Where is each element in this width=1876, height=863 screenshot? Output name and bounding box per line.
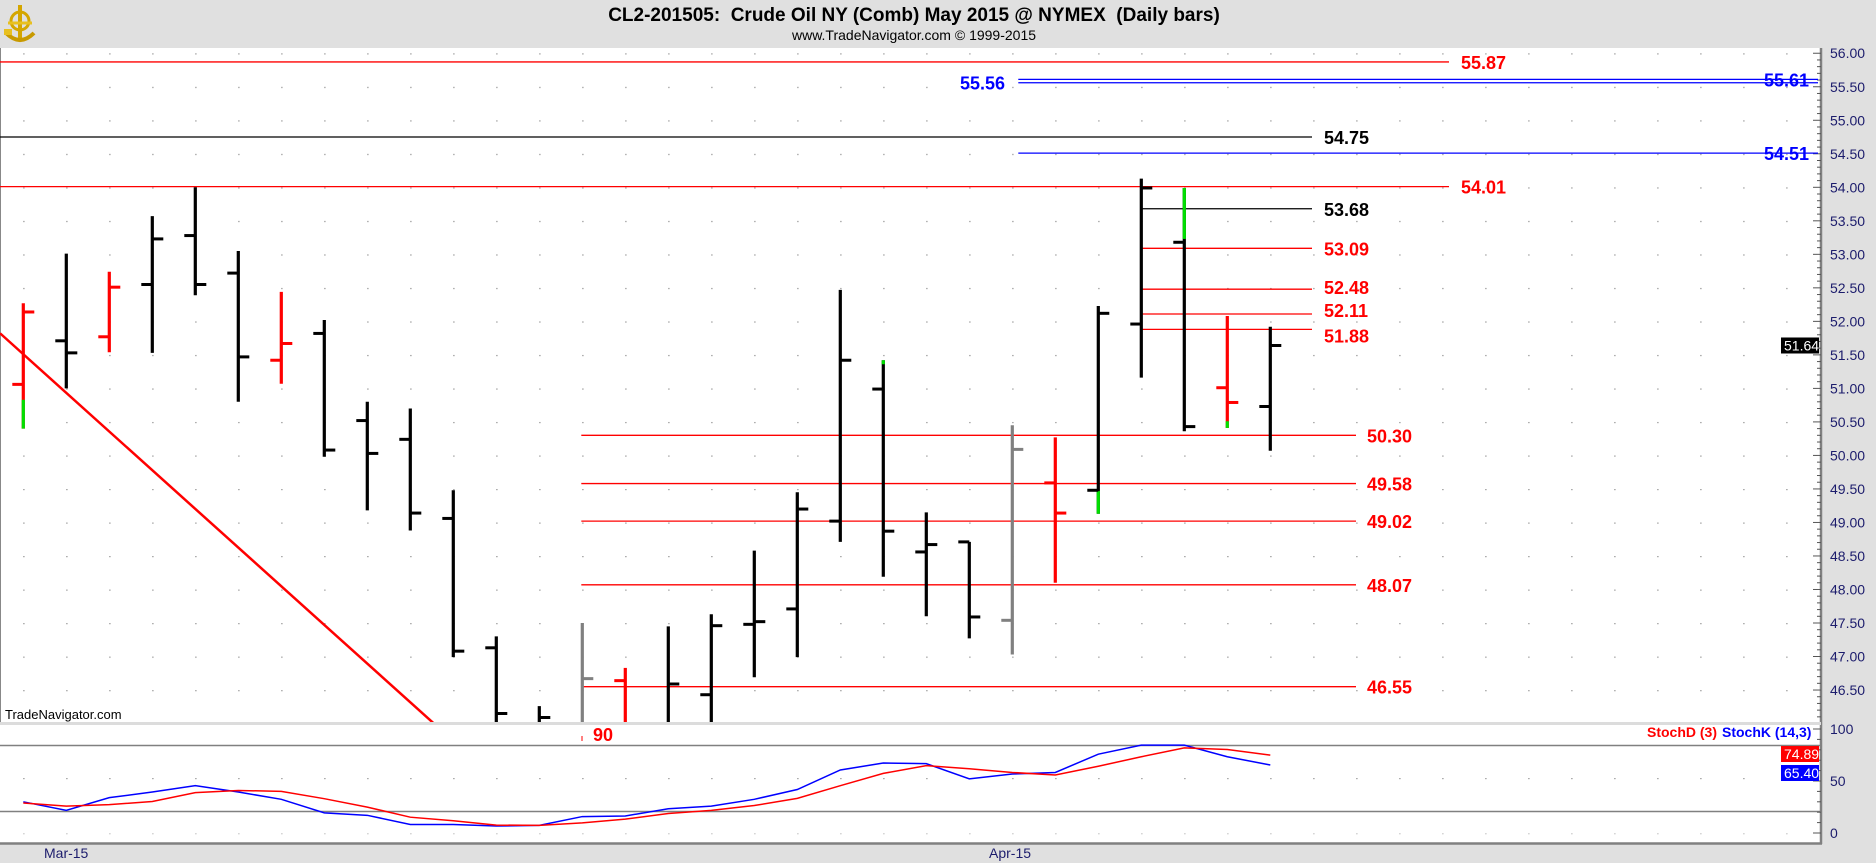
partial-level-label: 90 (593, 725, 613, 745)
price-tick-label: 51.00 (1830, 380, 1865, 396)
price-tick-label: 55.00 (1830, 112, 1865, 128)
ohlc-bar (184, 187, 207, 296)
ohlc-bar (1044, 437, 1067, 583)
level-label-55-87: 55.87 (1461, 53, 1506, 73)
logo-icon (4, 5, 36, 42)
level-label-55-61: 55.61 (1764, 70, 1809, 90)
ohlc-bar (1173, 187, 1196, 432)
ohlc-bar (227, 250, 250, 402)
price-tick-label: 56.00 (1830, 45, 1865, 61)
ohlc-bar (141, 216, 164, 353)
level-label-52-48: 52.48 (1324, 278, 1369, 298)
ohlc-bar (356, 401, 379, 511)
stochastic-axis: 100 50 0 (1813, 721, 1854, 841)
level-label-50-30: 50.30 (1367, 426, 1412, 446)
ohlc-bar (98, 271, 121, 353)
price-grid (0, 48, 1821, 722)
ohlc-bar (313, 320, 336, 457)
level-lines (0, 61, 1818, 688)
level-label-51-88: 51.88 (1324, 326, 1369, 346)
chart-subtitle: www.TradeNavigator.com © 1999-2015 (791, 27, 1036, 43)
price-tick-label: 48.50 (1830, 548, 1865, 564)
ohlc-bar (1087, 305, 1110, 514)
price-tick-label: 53.00 (1830, 246, 1865, 262)
level-label-53-09: 53.09 (1324, 239, 1369, 259)
price-tick-label: 52.50 (1830, 280, 1865, 296)
ohlc-bars (12, 178, 1282, 722)
ohlc-bar (872, 360, 895, 577)
level-label-48-07: 48.07 (1367, 576, 1412, 596)
last-price-marker: 51.64 (1781, 337, 1819, 354)
last-price-value: 51.64 (1784, 337, 1819, 353)
ohlc-bar (614, 667, 627, 722)
price-tick-label: 55.50 (1830, 79, 1865, 95)
ohlc-bar (829, 289, 852, 542)
ohlc-bar (958, 540, 981, 639)
level-label-55-56: 55.56 (960, 74, 1005, 94)
legend-stoch-d: StochD (3) (1647, 724, 1717, 740)
watermark-text: TradeNavigator.com (5, 707, 122, 722)
stoch-d-marker: 74.89 (1781, 746, 1819, 762)
level-label-46-55: 46.55 (1367, 678, 1412, 698)
level-label-52-11: 52.11 (1324, 301, 1368, 321)
price-tick-label: 48.00 (1830, 581, 1865, 597)
price-tick-label: 46.50 (1830, 682, 1865, 698)
price-tick-label: 49.50 (1830, 481, 1865, 497)
level-label-54-75: 54.75 (1324, 128, 1369, 148)
price-tick-label: 52.00 (1830, 313, 1865, 329)
ohlc-bar (537, 706, 551, 722)
ohlc-bar (1259, 326, 1282, 451)
stoch-k-value: 65.40 (1784, 765, 1819, 781)
legend-stoch-k: StochK (14,3) (1722, 724, 1811, 740)
stoch-tick-label: 50 (1830, 773, 1846, 789)
price-tick-label: 49.00 (1830, 514, 1865, 530)
level-label-54-01: 54.01 (1461, 178, 1506, 198)
ohlc-bar (1130, 178, 1153, 378)
ohlc-bar (485, 636, 508, 722)
ohlc-bar (1001, 425, 1024, 655)
stochastic-lines (23, 744, 1271, 827)
price-tick-label: 47.50 (1830, 615, 1865, 631)
price-tick-label: 54.50 (1830, 146, 1865, 162)
x-label-apr-15: Apr-15 (989, 845, 1031, 861)
stoch-d-value: 74.89 (1784, 746, 1819, 762)
price-axis: 56.00 55.50 55.00 54.50 54.00 53.50 53.00 52.50… (1813, 45, 1865, 718)
ohlc-bar (270, 291, 293, 384)
ohlc-bar (1216, 316, 1239, 428)
price-tick-label: 47.00 (1830, 649, 1865, 665)
ohlc-bar (580, 622, 594, 722)
level-label-53-68: 53.68 (1324, 200, 1369, 220)
ohlc-bar (786, 492, 809, 658)
stoch-d-line (23, 747, 1271, 827)
price-tick-label: 53.50 (1830, 213, 1865, 229)
stoch-k-marker: 65.40 (1781, 765, 1819, 781)
trendline-group (0, 332, 435, 722)
ohlc-bar (743, 550, 766, 678)
ohlc-bar (700, 614, 723, 722)
stoch-tick-label: 0 (1830, 825, 1838, 841)
ohlc-bar (442, 490, 465, 658)
ohlc-bar (12, 303, 35, 429)
trendline (0, 332, 435, 722)
price-tick-label: 50.00 (1830, 447, 1865, 463)
ohlc-bar (55, 253, 78, 389)
price-tick-label: 54.00 (1830, 179, 1865, 195)
level-label-54-51: 54.51 (1764, 144, 1809, 164)
stochastic-grid (0, 730, 1821, 843)
ohlc-bar (915, 512, 938, 617)
panel-separator[interactable] (0, 722, 1821, 725)
price-tick-label: 51.50 (1830, 347, 1865, 363)
level-label-49-58: 49.58 (1367, 475, 1412, 495)
level-label-49-02: 49.02 (1367, 512, 1412, 532)
ohlc-bar (666, 626, 680, 722)
chart-title: CL2-201505: Crude Oil NY (Comb) May 2015… (608, 5, 1220, 26)
x-label-mar-15: Mar-15 (44, 845, 89, 861)
stoch-tick-label: 100 (1830, 721, 1854, 737)
ohlc-bar (399, 408, 422, 531)
price-tick-label: 50.50 (1830, 414, 1865, 430)
level-labels: 55.87 55.56 55.61 54.75 54.51 54.01 53.68 53.09… (960, 53, 1809, 698)
